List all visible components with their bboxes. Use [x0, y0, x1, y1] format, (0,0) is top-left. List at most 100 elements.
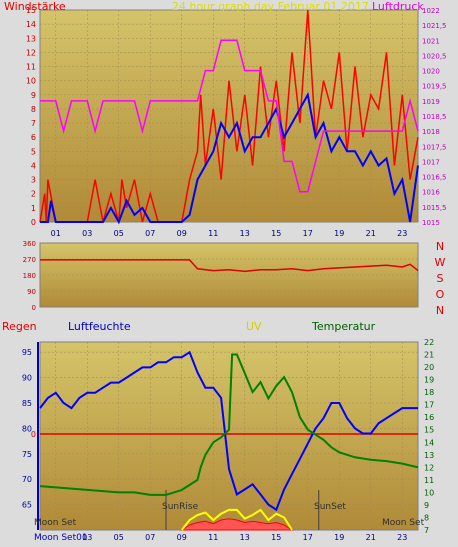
sunset-label: SunSet	[314, 502, 346, 512]
x-tick-label: 23	[397, 533, 407, 542]
luftdruck-line	[40, 39, 419, 193]
wind-tick-label: 3	[31, 176, 36, 185]
humidity-tick-label: 75	[22, 450, 32, 459]
pressure-tick-label: 1019,5	[422, 83, 447, 91]
luftfeuchte-line	[39, 350, 418, 512]
humidity-label: Luftfeuchte	[68, 320, 131, 333]
wind-tick-label: 10	[26, 77, 36, 86]
humidity-tick-label: 80	[22, 424, 32, 433]
x-tick-label: 01	[51, 229, 61, 238]
wind-tick-label: 12	[26, 48, 36, 57]
pressure-tick-label: 1018,5	[422, 113, 447, 121]
temperature-tick-label: 15	[424, 426, 434, 435]
direction-tick-label: 360	[23, 240, 36, 248]
wind-tick-label: 15	[26, 6, 36, 15]
pressure-tick-label: 1021,5	[422, 22, 447, 30]
rain-label: Regen	[2, 320, 37, 333]
x-tick-label: 13	[240, 533, 250, 542]
direction-tick-label: 90	[27, 288, 36, 296]
wind-tick-label: 9	[31, 91, 36, 100]
humidity-tick-label: 65	[22, 501, 32, 510]
pressure-tick-label: 1016,5	[422, 174, 447, 182]
x-tick-label: 21	[366, 533, 376, 542]
wind-mean-line	[40, 91, 419, 225]
wind-tick-label: 7	[31, 119, 36, 128]
direction-tick-label: 270	[23, 256, 36, 264]
wind-pressure-plot-area	[39, 9, 419, 223]
rain-zero-label: 0	[31, 430, 36, 439]
x-tick-label: 03	[82, 229, 92, 238]
x-tick-label: 15	[271, 533, 281, 542]
humidity-tick-label: 90	[22, 374, 32, 383]
moon-set-right-label: Moon Set	[382, 518, 425, 528]
x-tick-label: 11	[208, 229, 218, 238]
x-tick-label: 17	[303, 533, 313, 542]
x-tick-label: 07	[145, 229, 155, 238]
moon-set-label: Moon Set	[34, 518, 77, 528]
temperature-tick-label: 22	[424, 338, 434, 347]
compass-label: S	[437, 272, 444, 285]
temperature-tick-label: 9	[424, 501, 429, 510]
pressure-tick-label: 1017,5	[422, 143, 447, 151]
pressure-tick-label: 1020	[422, 68, 440, 76]
solar-area	[180, 518, 294, 531]
wind-tick-label: 14	[26, 20, 36, 29]
temperature-tick-label: 21	[424, 351, 434, 360]
x-tick-label: 11	[208, 533, 218, 542]
wind-tick-label: 6	[31, 133, 36, 142]
compass-label: W	[435, 256, 446, 269]
humidity-tick-label: 85	[22, 399, 32, 408]
wind-tick-label: 0	[31, 218, 36, 227]
temperature-tick-label: 10	[424, 488, 434, 497]
pressure-tick-label: 1016	[422, 189, 440, 197]
pressure-axis-label: Luftdruck	[372, 0, 424, 13]
temperature-tick-label: 17	[424, 401, 434, 410]
temperature-tick-label: 19	[424, 376, 434, 385]
compass-label: O	[436, 288, 445, 301]
pressure-tick-label: 1019	[422, 98, 440, 106]
chart-title: 24 hour graph day Februar 01 2017	[172, 0, 369, 13]
x-tick-label: 09	[177, 533, 187, 542]
temperature-tick-label: 18	[424, 388, 434, 397]
x-tick-label: 05	[114, 533, 124, 542]
sunrise-label: SunRise	[162, 502, 199, 512]
temperature-tick-label: 20	[424, 363, 434, 372]
pressure-tick-label: 1020,5	[422, 52, 447, 60]
moon-set-01-label: Moon Set01	[34, 533, 88, 543]
x-tick-label: 15	[271, 229, 281, 238]
compass-label: N	[436, 304, 444, 317]
wind-tick-label: 2	[31, 190, 36, 199]
wind-tick-label: 5	[31, 147, 36, 156]
uv-label: UV	[246, 320, 262, 333]
pressure-tick-label: 1017	[422, 158, 440, 166]
x-tick-label: 17	[303, 229, 313, 238]
temperature-tick-label: 11	[424, 476, 434, 485]
pressure-tick-label: 1018	[422, 128, 440, 136]
temperatur-line	[39, 353, 419, 496]
wind-tick-label: 11	[26, 63, 36, 72]
humidity-tick-label: 95	[22, 348, 32, 357]
x-tick-label: 03	[82, 533, 92, 542]
wind-tick-label: 13	[26, 34, 36, 43]
wind-tick-label: 8	[31, 105, 36, 114]
compass-label: N	[436, 240, 444, 253]
x-tick-label: 19	[334, 533, 344, 542]
temperature-tick-label: 12	[424, 463, 434, 472]
temperature-tick-label: 14	[424, 438, 434, 447]
humidity-tick-label: 70	[22, 475, 32, 484]
wind-tick-label: 1	[31, 204, 36, 213]
pressure-tick-label: 1021	[422, 37, 440, 45]
x-tick-label: 05	[114, 229, 124, 238]
temperature-tick-label: 16	[424, 413, 434, 422]
wind-axis-label: Windstärke	[4, 0, 66, 13]
direction-tick-label: 180	[23, 272, 36, 280]
temperature-tick-label: 13	[424, 451, 434, 460]
temperature-tick-label: 7	[424, 526, 429, 535]
direction-tick-label: 0	[32, 304, 36, 312]
x-tick-label: 09	[177, 229, 187, 238]
x-tick-label: 19	[334, 229, 344, 238]
x-tick-label: 07	[145, 533, 155, 542]
temperature-label: Temperatur	[311, 320, 376, 333]
pressure-tick-label: 1015,5	[422, 204, 447, 212]
